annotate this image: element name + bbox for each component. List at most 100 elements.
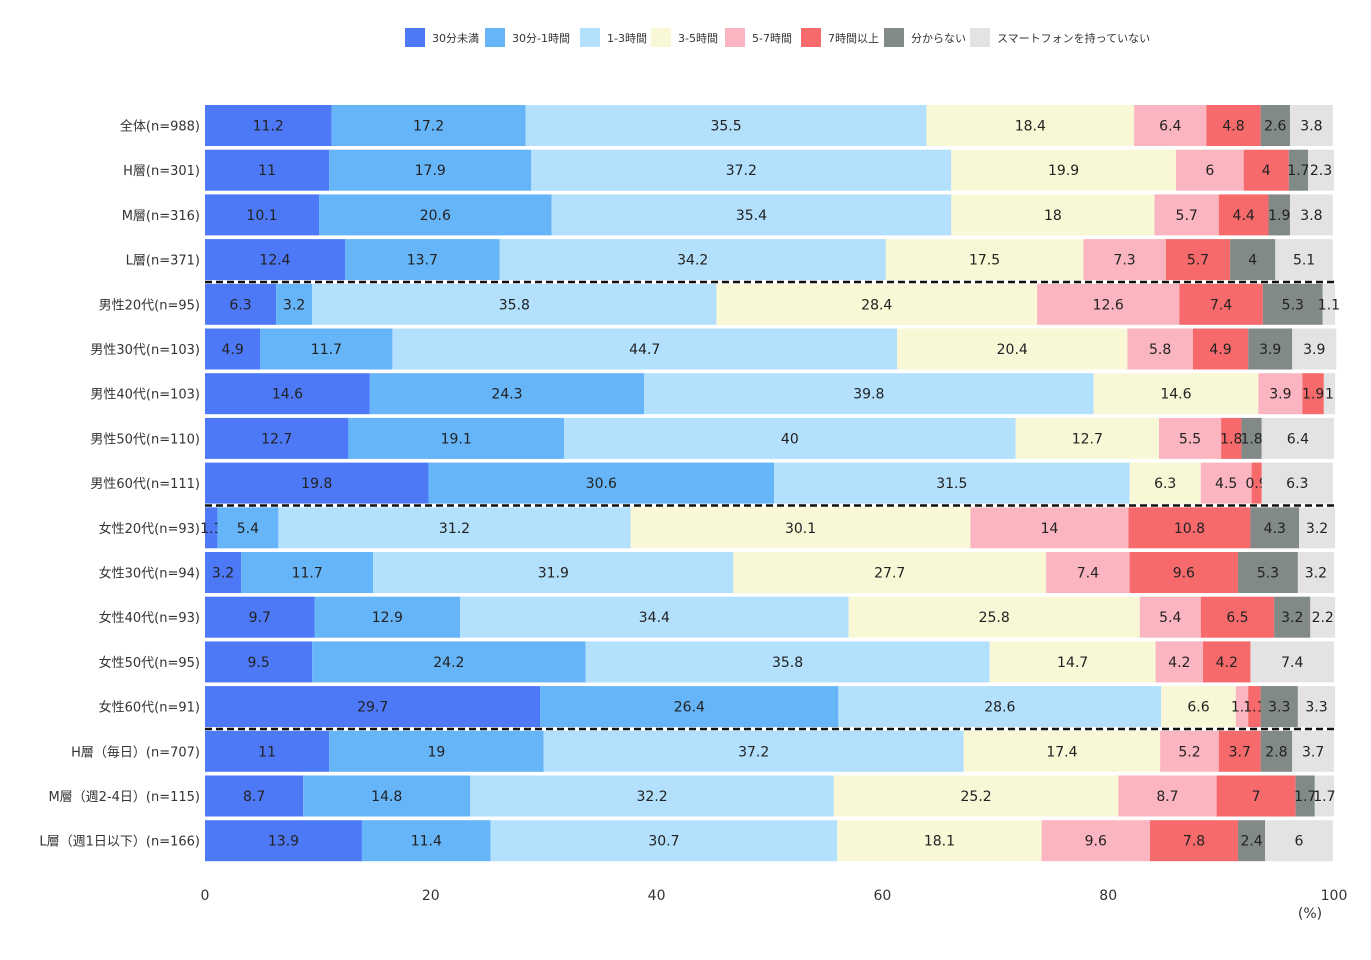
data-label: 11 (258, 744, 276, 760)
data-label: 3.9 (1259, 342, 1281, 358)
bar-segment (1192, 328, 1249, 370)
data-label: 11.7 (311, 342, 342, 358)
data-label: 4.2 (1168, 655, 1190, 671)
data-label: 3.8 (1300, 208, 1322, 224)
bar-segment (525, 105, 927, 146)
bar-segment (1041, 820, 1150, 862)
bar-row: 13.9 11.4 30.7 18.1 9.6 7.8 2.4 6 (205, 820, 1333, 862)
bar-segment (278, 507, 631, 549)
data-label: 14.8 (371, 789, 402, 805)
data-label: 28.6 (984, 700, 1015, 716)
category-labels: 全体(n=988) H層(n=301) M層(n=316) L層(n=371) 男性20… (39, 119, 200, 850)
bar-segment (1118, 775, 1217, 817)
data-label: 40 (781, 431, 799, 447)
data-label: 3.2 (1306, 521, 1328, 537)
data-label: 1.8 (1220, 431, 1242, 447)
data-label: 5.1 (1293, 253, 1315, 269)
bar-segment (644, 373, 1094, 415)
bar-segment (1139, 596, 1201, 638)
data-label: 20.6 (420, 208, 451, 224)
category-label: 女性30代(n=94) (99, 566, 200, 582)
bar-segment (205, 596, 315, 638)
bar-segment (205, 641, 313, 683)
bar-segment (1037, 283, 1180, 325)
data-label: 6.3 (1154, 476, 1176, 492)
bar-segment (926, 105, 1135, 146)
data-label: 3.2 (1281, 610, 1303, 626)
bar-segment (543, 730, 964, 772)
data-label: 9.7 (249, 610, 271, 626)
data-label: 4.9 (222, 342, 244, 358)
bar-segment (205, 239, 345, 281)
bar-segment (331, 105, 526, 146)
data-label: 14 (1041, 521, 1059, 537)
bar-segment (848, 596, 1140, 638)
bar-segment (205, 552, 242, 593)
bar-segment (260, 328, 393, 370)
data-label: 7.3 (1113, 253, 1135, 269)
bar-segment (319, 194, 552, 236)
data-label: 3.3 (1268, 700, 1290, 716)
x-tick-label: 80 (1099, 888, 1117, 904)
bar-segment (1238, 820, 1266, 862)
data-label: 30.1 (785, 521, 816, 537)
bar-segment (1235, 686, 1249, 728)
data-label: 17.5 (969, 253, 1000, 269)
bar-segment (1241, 417, 1262, 459)
bar-segment (1243, 149, 1289, 191)
data-label: 1.1 (1318, 297, 1340, 313)
bar-segment (1128, 507, 1251, 549)
data-label: 1.9 (1302, 387, 1324, 403)
data-label: 11.2 (253, 119, 284, 135)
data-label: 35.5 (710, 119, 741, 135)
bar-segment (1175, 149, 1244, 191)
bar-row: 19.8 30.6 31.5 6.3 4.5 0.9 6.3 (205, 462, 1333, 504)
legend-swatch-0 (405, 28, 425, 47)
data-label: 4.8 (1222, 119, 1244, 135)
data-label: 27.7 (874, 566, 905, 582)
data-label: 5.8 (1149, 342, 1171, 358)
bar-segment (470, 775, 834, 817)
bar-segment (348, 417, 565, 459)
bar-segment (1218, 194, 1269, 236)
bar-segment (1302, 373, 1324, 415)
bar-segment (1250, 641, 1334, 683)
data-label: 19.8 (301, 476, 332, 492)
data-label: 1.1 (1231, 700, 1253, 716)
bar-segment (1149, 820, 1239, 862)
bar-segment (630, 507, 971, 549)
data-label: 12.4 (259, 253, 290, 269)
bar-segment (1261, 462, 1333, 504)
data-label: 17.4 (1046, 744, 1077, 760)
data-label: 30.7 (648, 834, 679, 850)
data-label: 35.8 (499, 297, 530, 313)
bar-segment (1265, 820, 1333, 862)
data-label: 7 (1252, 789, 1261, 805)
data-label: 3.7 (1302, 744, 1324, 760)
bar-row: 11 19 37.2 17.4 5.2 3.7 2.8 3.7 (205, 730, 1334, 772)
bar-segment (312, 283, 717, 325)
bar-segment (1274, 596, 1311, 638)
bar-segment (205, 105, 332, 146)
data-label: 39.8 (853, 387, 884, 403)
data-label: 6 (1295, 834, 1304, 850)
category-label: L層（週1日以下）(n=166) (39, 835, 200, 850)
data-label: 19.9 (1048, 163, 1079, 179)
bar-segment (1297, 686, 1336, 728)
bar-segment (1275, 239, 1333, 281)
data-label: 2.3 (1310, 163, 1332, 179)
data-label: 31.5 (936, 476, 967, 492)
bar-segment (1159, 417, 1222, 459)
data-label: 35.4 (736, 208, 767, 224)
legend-label-0: 30分未満 (432, 32, 479, 45)
data-label: 6.3 (229, 297, 251, 313)
bar-segment (205, 283, 277, 325)
bar-segment (1322, 283, 1336, 325)
bar-row: 12.4 13.7 34.2 17.5 7.3 5.7 4 5.1 (205, 239, 1333, 281)
x-tick-label: 100 (1321, 888, 1348, 904)
bar-segment (1310, 596, 1336, 638)
bar-segment (205, 462, 429, 504)
bar-segment (1221, 417, 1242, 459)
data-label: 10.1 (246, 208, 277, 224)
bar-segment (1155, 641, 1204, 683)
